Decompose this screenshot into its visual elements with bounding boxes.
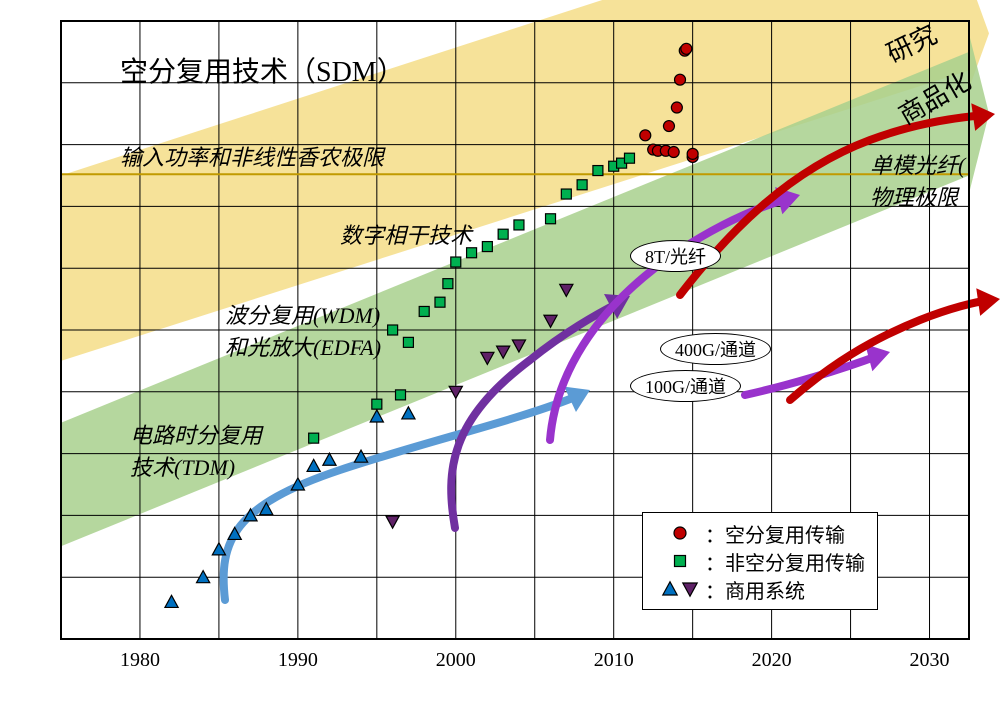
x-tick-2030: 2030 [905,649,955,672]
legend-label: 商用系统 [725,575,805,604]
wdm-edfa-label: 波分复用(WDM)和光放大(EDFA) [225,298,381,362]
100g-ch-bubble: 100G/通道 [630,370,741,402]
digital-coherent-label: 数字相干技术 [340,218,472,250]
x-tick-1990: 1990 [273,649,323,672]
x-tick-2000: 2000 [431,649,481,672]
legend-item: ：商用系统 [655,575,865,603]
chart-title: 空分复用技术（SDM） [120,50,405,90]
shannon-limit-label: 输入功率和非线性香农极限 [120,140,384,172]
legend-item: ：非空分复用传输 [655,547,865,575]
optical-capacity-chart: 研究商品化198019902000201020202030空分复用技术（SDM）… [0,0,1004,709]
x-tick-2010: 2010 [589,649,639,672]
smf-limit-label: 单模光纤(物理极限 [870,148,965,212]
legend-item: ：空分复用传输 [655,519,865,547]
400g-ch-bubble: 400G/通道 [660,333,771,365]
legend: ：空分复用传输：非空分复用传输：商用系统 [642,512,878,610]
red-curve-2 [790,300,990,400]
8t-fiber-bubble: 8T/光纤 [630,240,721,272]
tdm-label: 电路时分复用技术(TDM) [130,418,262,482]
purple-curve-3 [745,355,880,395]
x-tick-2020: 2020 [747,649,797,672]
legend-label: 空分复用传输 [725,519,845,548]
x-tick-1980: 1980 [115,649,165,672]
legend-label: 非空分复用传输 [725,547,865,576]
